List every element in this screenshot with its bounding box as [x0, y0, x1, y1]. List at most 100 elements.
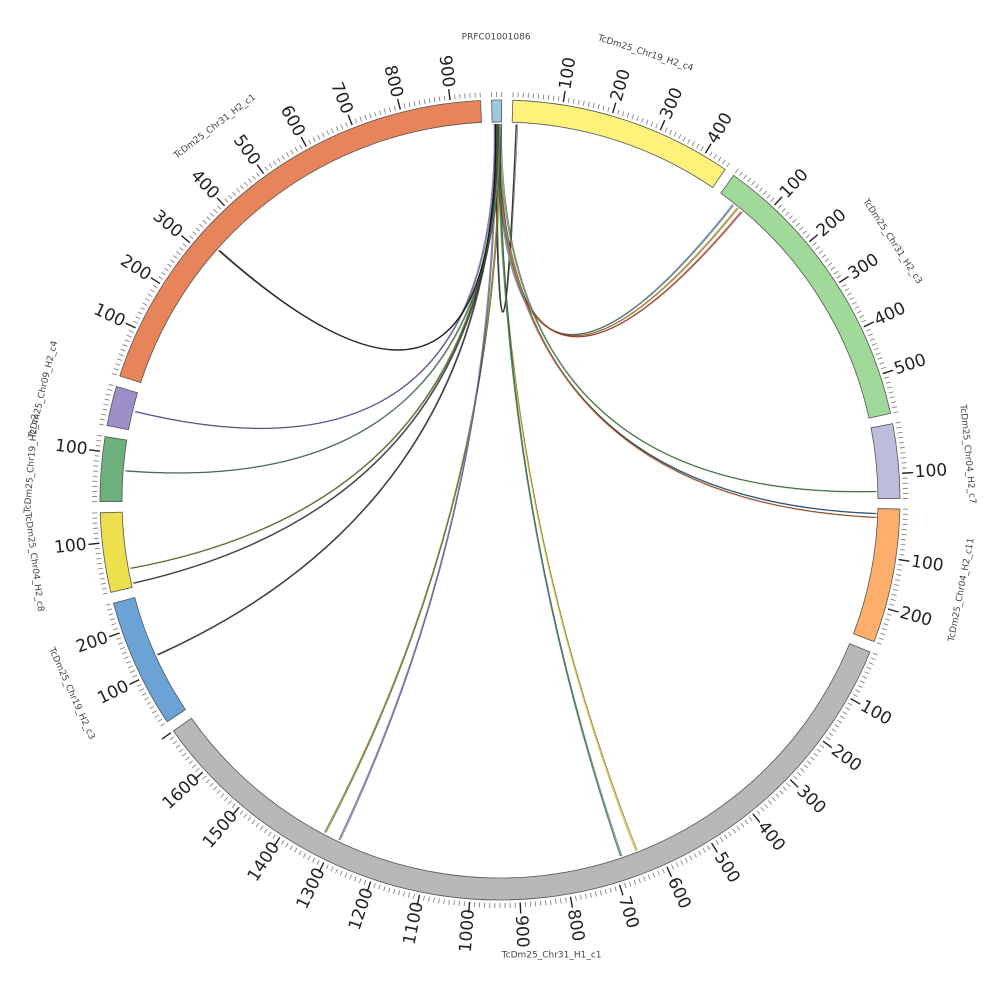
minor-tick	[104, 398, 110, 401]
minor-tick	[647, 874, 651, 880]
major-tick	[468, 901, 471, 913]
minor-tick	[228, 195, 233, 200]
minor-tick	[837, 719, 842, 724]
minor-tick	[317, 134, 321, 140]
minor-tick	[626, 112, 630, 118]
minor-tick	[839, 715, 845, 720]
tick-label: 600	[276, 102, 309, 140]
minor-tick	[547, 94, 550, 100]
minor-tick	[145, 298, 150, 302]
minor-tick	[671, 864, 675, 870]
ideogram-segment	[106, 386, 139, 431]
minor-tick	[834, 724, 840, 728]
minor-tick	[358, 878, 362, 884]
minor-tick	[852, 693, 858, 697]
major-tick	[396, 98, 402, 110]
minor-tick	[209, 212, 214, 217]
minor-tick	[458, 900, 460, 906]
tick-label: 200	[117, 251, 155, 285]
major-tick	[150, 277, 161, 285]
chromosome-label: TcDm25_Chr19_H2_c4	[595, 33, 694, 74]
minor-tick	[584, 893, 587, 899]
links-layer	[125, 123, 878, 857]
minor-tick	[259, 825, 264, 831]
minor-tick	[172, 740, 178, 745]
minor-tick	[408, 102, 411, 108]
minor-tick	[713, 154, 718, 159]
minor-tick	[859, 680, 865, 684]
minor-tick	[433, 97, 436, 103]
minor-tick	[641, 117, 644, 123]
minor-tick	[189, 235, 194, 240]
tick-label: 600	[663, 874, 695, 912]
minor-tick	[687, 138, 691, 144]
minor-tick	[803, 764, 808, 769]
chromosome-label: TcDm25_Chr09_H2_c4	[27, 340, 61, 441]
major-tick	[863, 321, 875, 328]
minor-tick	[870, 657, 876, 661]
major-tick	[822, 740, 833, 749]
minor-tick	[285, 842, 289, 848]
minor-tick	[122, 344, 128, 347]
minor-tick	[100, 418, 106, 421]
minor-tick	[785, 211, 790, 216]
minor-tick	[326, 130, 330, 136]
minor-tick	[602, 105, 605, 111]
minor-tick	[312, 857, 316, 863]
minor-tick	[428, 98, 431, 104]
minor-tick	[438, 96, 441, 102]
minor-tick	[689, 855, 693, 861]
minor-tick	[128, 665, 133, 669]
link-ribbon	[497, 124, 622, 857]
link-ribbon-edge	[501, 123, 878, 492]
tick-label: 100	[54, 436, 89, 460]
major-tick	[125, 322, 136, 329]
tick-label: 800	[563, 908, 588, 943]
minor-tick	[777, 204, 782, 209]
minor-tick	[792, 219, 797, 224]
minor-tick	[95, 445, 101, 447]
minor-tick	[650, 121, 654, 127]
minor-tick	[243, 813, 248, 818]
minor-tick	[423, 99, 426, 105]
minor-tick	[751, 180, 755, 186]
minor-tick	[552, 95, 555, 101]
minor-tick	[869, 338, 875, 341]
link-ribbon	[495, 124, 876, 519]
minor-tick	[900, 544, 906, 546]
minor-tick	[542, 94, 545, 100]
minor-tick	[191, 764, 197, 769]
minor-tick	[173, 255, 178, 259]
minor-tick	[788, 215, 793, 220]
minor-tick	[454, 94, 456, 100]
minor-tick	[582, 100, 585, 106]
link-ribbon-edge	[158, 124, 498, 656]
minor-tick	[364, 114, 367, 120]
minor-tick	[897, 564, 903, 566]
minor-tick	[726, 162, 730, 168]
minor-tick	[378, 884, 381, 890]
minor-tick	[636, 116, 639, 122]
minor-tick	[453, 900, 455, 906]
minor-tick	[821, 254, 827, 258]
major-tick	[666, 866, 673, 878]
minor-tick	[865, 328, 871, 332]
minor-tick	[775, 793, 780, 798]
minor-tick	[664, 127, 668, 133]
major-tick	[659, 119, 666, 131]
minor-tick	[852, 301, 857, 305]
minor-tick	[294, 147, 298, 152]
tick-label: 900	[435, 54, 459, 89]
minor-tick	[102, 592, 108, 595]
minor-tick	[728, 831, 732, 837]
minor-tick	[97, 434, 103, 437]
minor-tick	[123, 656, 129, 659]
tick-label: 500	[892, 350, 929, 379]
link-ribbon-edge	[499, 124, 623, 857]
minor-tick	[107, 608, 113, 611]
minor-tick	[781, 208, 786, 213]
minor-tick	[872, 652, 878, 656]
minor-tick	[312, 137, 316, 143]
chromosome-label: TcDm25_Chr19_H2_c3	[46, 645, 97, 741]
minor-tick	[147, 293, 153, 297]
